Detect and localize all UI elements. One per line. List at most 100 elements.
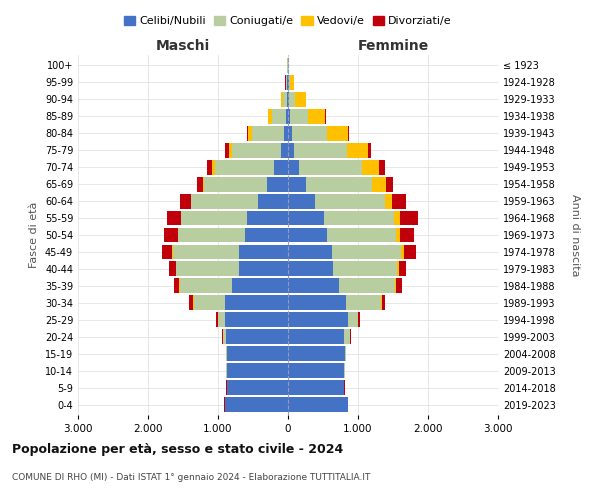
Bar — [290, 74, 293, 90]
Bar — [289, 92, 295, 106]
Bar — [286, 108, 288, 124]
Bar — [281, 92, 283, 106]
Bar — [289, 74, 290, 90]
Bar — [347, 142, 368, 158]
Bar — [368, 142, 371, 158]
Bar — [181, 210, 247, 226]
Bar — [272, 108, 286, 124]
Bar — [245, 228, 288, 242]
Bar — [207, 160, 212, 174]
Bar — [325, 108, 326, 124]
Bar — [225, 296, 288, 310]
Bar — [267, 176, 288, 192]
Bar — [284, 126, 288, 140]
Bar — [283, 92, 287, 106]
Bar — [226, 346, 227, 362]
Bar — [203, 176, 204, 192]
Bar — [215, 160, 274, 174]
Bar — [239, 244, 288, 260]
Bar — [332, 244, 401, 260]
Bar — [327, 228, 396, 242]
Bar — [288, 74, 289, 90]
Bar — [344, 346, 346, 362]
Bar — [288, 312, 347, 328]
Bar — [397, 262, 398, 276]
Bar — [288, 278, 339, 293]
Bar — [404, 244, 416, 260]
Bar — [401, 244, 404, 260]
Bar — [169, 262, 176, 276]
Bar — [292, 126, 326, 140]
Bar — [232, 278, 288, 293]
Bar — [400, 228, 414, 242]
Bar — [173, 278, 179, 293]
Bar — [288, 364, 344, 378]
Bar — [227, 364, 288, 378]
Bar — [288, 160, 299, 174]
Bar — [189, 296, 193, 310]
Bar — [180, 194, 191, 208]
Y-axis label: Anni di nascita: Anni di nascita — [569, 194, 580, 276]
Bar — [288, 244, 332, 260]
Bar — [281, 142, 288, 158]
Bar — [164, 228, 178, 242]
Bar — [372, 176, 386, 192]
Bar — [215, 312, 218, 328]
Bar — [287, 92, 288, 106]
Bar — [288, 330, 344, 344]
Bar — [288, 108, 290, 124]
Bar — [325, 210, 394, 226]
Bar — [288, 228, 327, 242]
Bar — [167, 210, 181, 226]
Bar — [398, 262, 406, 276]
Bar — [232, 142, 281, 158]
Bar — [227, 380, 288, 396]
Bar — [197, 176, 203, 192]
Bar — [226, 364, 227, 378]
Text: Maschi: Maschi — [156, 40, 210, 54]
Bar — [288, 126, 292, 140]
Bar — [308, 108, 325, 124]
Bar — [239, 262, 288, 276]
Bar — [288, 262, 333, 276]
Bar — [396, 278, 402, 293]
Bar — [179, 278, 232, 293]
Bar — [268, 108, 272, 124]
Bar — [347, 312, 358, 328]
Bar — [248, 126, 253, 140]
Bar — [212, 160, 215, 174]
Bar — [223, 330, 226, 344]
Bar — [326, 126, 347, 140]
Text: Popolazione per età, sesso e stato civile - 2024: Popolazione per età, sesso e stato civil… — [12, 442, 343, 456]
Bar — [204, 176, 267, 192]
Bar — [226, 330, 288, 344]
Bar — [258, 194, 288, 208]
Text: Femmine: Femmine — [358, 40, 428, 54]
Bar — [305, 176, 372, 192]
Y-axis label: Fasce di età: Fasce di età — [29, 202, 39, 268]
Bar — [227, 346, 288, 362]
Bar — [379, 160, 385, 174]
Bar — [274, 160, 288, 174]
Bar — [288, 194, 314, 208]
Bar — [288, 380, 344, 396]
Bar — [344, 330, 350, 344]
Bar — [253, 126, 284, 140]
Legend: Celibi/Nubili, Coniugati/e, Vedovi/e, Divorziati/e: Celibi/Nubili, Coniugati/e, Vedovi/e, Di… — [122, 14, 454, 28]
Bar — [381, 296, 382, 310]
Text: COMUNE DI RHO (MI) - Dati ISTAT 1° gennaio 2024 - Elaborazione TUTTITALIA.IT: COMUNE DI RHO (MI) - Dati ISTAT 1° genna… — [12, 472, 370, 482]
Bar — [339, 278, 395, 293]
Bar — [225, 398, 288, 412]
Bar — [299, 160, 361, 174]
Bar — [288, 92, 289, 106]
Bar — [288, 398, 347, 412]
Bar — [288, 210, 325, 226]
Bar — [193, 296, 225, 310]
Bar — [396, 228, 400, 242]
Bar — [394, 210, 400, 226]
Bar — [225, 312, 288, 328]
Bar — [225, 142, 229, 158]
Bar — [229, 142, 232, 158]
Bar — [314, 194, 385, 208]
Bar — [288, 296, 346, 310]
